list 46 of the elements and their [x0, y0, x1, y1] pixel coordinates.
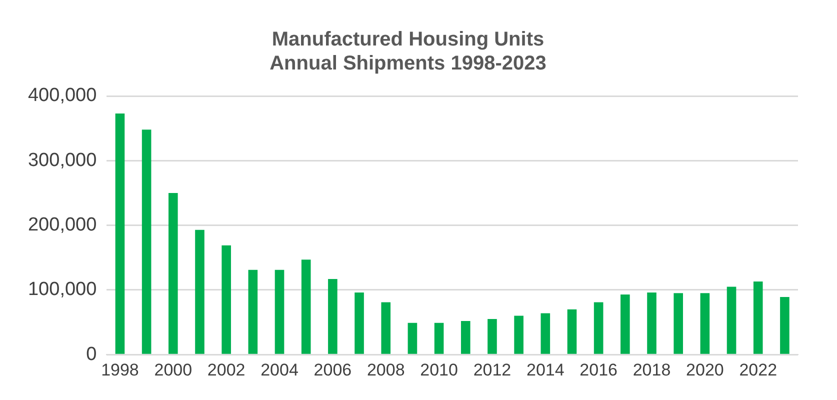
text: Annual Shipments 1998-2023 [270, 52, 546, 75]
bar [594, 302, 604, 354]
bar [434, 322, 444, 354]
bar [620, 294, 630, 354]
bar [168, 192, 178, 354]
bar [408, 322, 418, 354]
y-tick-label: 300,000 [28, 150, 97, 171]
x-tick-label: 2004 [260, 360, 298, 380]
bar [540, 313, 550, 354]
bar [726, 286, 736, 354]
x-tick-label: 2014 [526, 360, 564, 380]
x-tick-label: 2000 [154, 360, 192, 380]
y-tick-label: 400,000 [28, 85, 97, 106]
bar [780, 297, 790, 354]
x-tick-label: 2020 [686, 360, 724, 380]
bar [115, 113, 125, 354]
y-tick-label: 200,000 [28, 214, 97, 236]
y-tick-label: 0 [86, 344, 97, 365]
bar [142, 130, 152, 354]
x-tick-label: 2008 [366, 360, 405, 380]
bar [753, 282, 763, 354]
x-tick-label: 2010 [420, 360, 458, 380]
bar [248, 270, 258, 354]
x-tick-label: 2018 [632, 360, 671, 380]
text: Manufactured Housing Units [272, 28, 544, 51]
bar [700, 293, 710, 354]
bar [674, 293, 683, 354]
bar [301, 260, 311, 354]
x-tick-label: 2012 [473, 360, 512, 380]
x-tick-label: 1998 [101, 360, 139, 380]
x-tick-label: 2022 [739, 360, 778, 380]
bar [647, 292, 656, 354]
bar [274, 270, 284, 354]
x-tick-label: 2016 [580, 360, 618, 380]
bar [460, 320, 470, 354]
bar [381, 302, 391, 354]
bar [567, 309, 577, 354]
bar [195, 230, 204, 354]
bar [354, 292, 364, 354]
bar [488, 319, 497, 354]
bar [222, 245, 231, 354]
x-tick-label: 2002 [207, 360, 246, 380]
x-tick-label: 2006 [314, 360, 352, 380]
bar [328, 278, 338, 354]
y-tick-label: 100,000 [28, 279, 97, 300]
bar [514, 316, 524, 354]
